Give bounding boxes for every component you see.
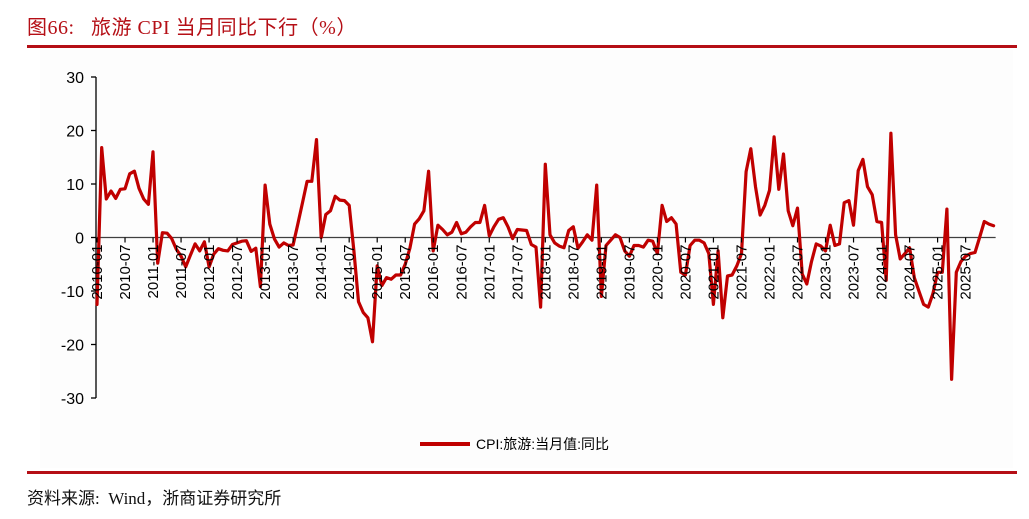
x-tick-label: 2016-07 [453, 245, 470, 300]
title-divider [27, 45, 1017, 48]
x-tick-label: 2024-07 [902, 245, 919, 300]
x-tick-label: 2023-01 [818, 245, 835, 300]
x-tick-label: 2022-07 [790, 245, 807, 300]
x-tick-label: 2014-07 [341, 245, 358, 300]
y-tick-label: 20 [66, 124, 84, 141]
x-tick-label: 2013-07 [285, 245, 302, 300]
x-tick-label: 2018-01 [537, 245, 554, 300]
y-tick-label: -30 [61, 391, 84, 408]
y-tick-label: -20 [61, 338, 84, 355]
x-tick-label: 2019-01 [593, 245, 610, 300]
chart-area [40, 50, 1013, 468]
x-tick-label: 2011-01 [145, 245, 162, 299]
x-tick-label: 2020-01 [649, 245, 666, 300]
figure-title: 图66: 旅游 CPI 当月同比下行（%） [27, 17, 357, 39]
source-note: 资料来源: Wind，浙商证券研究所 [27, 489, 282, 508]
x-tick-label: 2012-01 [201, 245, 218, 300]
x-tick-label: 2015-07 [397, 245, 414, 300]
x-tick-label: 2019-07 [621, 245, 638, 300]
x-tick-label: 2015-01 [369, 245, 386, 300]
x-tick-label: 2025-01 [930, 245, 947, 300]
x-tick-label: 2010-01 [89, 245, 106, 300]
x-tick-label: 2023-07 [846, 245, 863, 300]
y-tick-label: 10 [66, 177, 84, 194]
series-line [95, 131, 996, 381]
x-tick-label: 2017-07 [509, 245, 526, 300]
x-tick-label: 2021-07 [733, 245, 750, 300]
y-tick-label: 30 [66, 70, 84, 87]
x-tick-label: 2024-01 [874, 245, 891, 300]
x-tick-label: 2010-07 [117, 245, 134, 300]
legend-label: CPI:旅游:当月值:同比 [476, 436, 610, 452]
legend-line-swatch [420, 442, 470, 446]
x-tick-label: 2016-01 [425, 245, 442, 300]
y-tick-label: -10 [61, 284, 84, 301]
x-tick-label: 2017-01 [481, 245, 498, 300]
x-tick-label: 2020-07 [677, 245, 694, 300]
x-tick-label: 2014-01 [313, 245, 330, 300]
x-tick-label: 2021-01 [705, 245, 722, 300]
x-tick-label: 2012-07 [229, 245, 246, 300]
legend: CPI:旅游:当月值:同比 [420, 434, 609, 454]
x-tick-label: 2022-01 [761, 245, 778, 300]
x-tick-label: 2018-07 [565, 245, 582, 300]
y-tick-label: 0 [75, 231, 84, 248]
x-tick-label: 2025-07 [958, 245, 975, 300]
x-tick-label: 2013-01 [257, 245, 274, 300]
source-divider [27, 471, 1017, 474]
x-tick-label: 2011-07 [173, 245, 190, 299]
